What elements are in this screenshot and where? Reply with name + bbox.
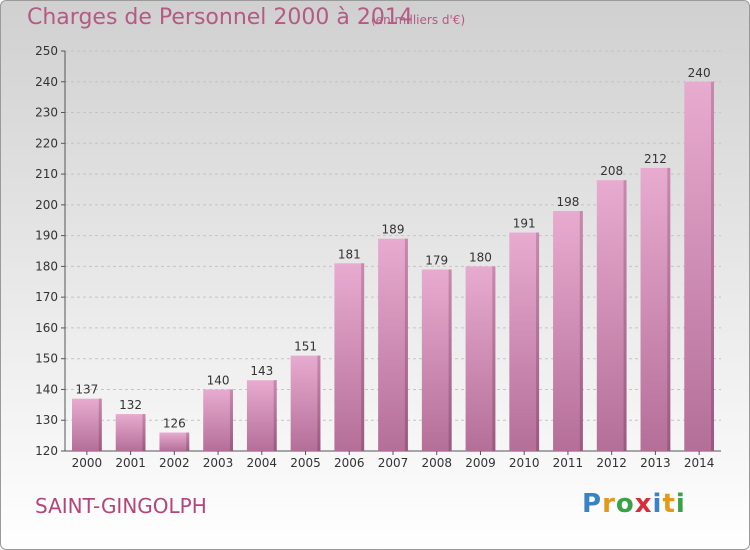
x-tick-label: 2000 <box>72 456 103 470</box>
bar <box>684 81 715 452</box>
bar <box>465 266 496 451</box>
bar-value-label: 180 <box>469 250 492 264</box>
x-tick-label: 2001 <box>115 456 146 470</box>
bar <box>596 180 627 451</box>
x-tick-label: 2013 <box>640 456 671 470</box>
bar <box>71 398 102 451</box>
y-tick-label: 210 <box>35 167 58 181</box>
bar-edge <box>623 180 627 451</box>
x-tick-label: 2009 <box>465 456 496 470</box>
bar <box>421 269 452 451</box>
x-tick-label: 2011 <box>553 456 584 470</box>
bar-value-label: 179 <box>425 253 448 267</box>
y-tick-label: 240 <box>35 75 58 89</box>
bar <box>159 432 190 451</box>
bar <box>378 238 408 451</box>
bar-value-label: 240 <box>688 66 711 80</box>
bar-edge <box>448 269 452 451</box>
bar-value-label: 198 <box>556 195 579 209</box>
y-tick-label: 130 <box>35 413 58 427</box>
x-tick-label: 2010 <box>509 456 540 470</box>
bar <box>509 232 540 451</box>
bar <box>334 263 365 451</box>
bar-value-label: 126 <box>163 417 186 431</box>
y-tick-label: 250 <box>35 44 58 58</box>
bar-edge <box>273 380 277 451</box>
bar-edge <box>536 232 540 451</box>
bar-value-label: 137 <box>75 383 98 397</box>
x-tick-label: 2003 <box>203 456 234 470</box>
bar-value-label: 181 <box>338 247 361 261</box>
y-tick-label: 180 <box>35 259 58 273</box>
y-tick-label: 170 <box>35 290 58 304</box>
bar-value-label: 140 <box>207 373 230 387</box>
y-tick-label: 140 <box>35 382 58 396</box>
y-tick-label: 190 <box>35 229 58 243</box>
x-tick-label: 2012 <box>596 456 627 470</box>
y-tick-label: 200 <box>35 198 58 212</box>
x-tick-label: 2014 <box>684 456 715 470</box>
bar-value-label: 208 <box>600 164 623 178</box>
bar-value-label: 143 <box>250 364 273 378</box>
bar-edge <box>142 414 146 451</box>
y-tick-label: 160 <box>35 321 58 335</box>
proxiti-logo: Proxiti <box>582 489 686 519</box>
bar-edge <box>492 266 496 451</box>
bar-edge <box>186 432 190 451</box>
chart-title: Charges de Personnel 2000 à 2014 <box>27 5 413 30</box>
commune-name: SAINT-GINGOLPH <box>35 494 207 518</box>
bar-value-label: 191 <box>513 217 536 231</box>
bar-edge <box>711 81 715 452</box>
y-tick-label: 230 <box>35 106 58 120</box>
bar-edge <box>361 263 365 451</box>
bar-edge <box>317 355 321 451</box>
bar <box>203 389 233 451</box>
bar <box>553 211 583 451</box>
bar-value-label: 132 <box>119 398 142 412</box>
chart-subtitle: (en milliers d'€) <box>371 13 466 27</box>
bar-edge <box>579 211 583 451</box>
bar <box>290 355 321 451</box>
x-tick-label: 2007 <box>378 456 409 470</box>
bar <box>246 380 277 451</box>
x-tick-label: 2002 <box>159 456 190 470</box>
x-tick-label: 2005 <box>290 456 321 470</box>
bar <box>115 414 146 451</box>
bar-value-label: 212 <box>644 152 667 166</box>
x-tick-label: 2008 <box>421 456 452 470</box>
bar-value-label: 151 <box>294 340 317 354</box>
bar-edge <box>667 167 671 451</box>
x-tick-label: 2006 <box>334 456 365 470</box>
y-tick-label: 220 <box>35 136 58 150</box>
y-tick-label: 120 <box>35 444 58 458</box>
x-tick-label: 2004 <box>247 456 278 470</box>
bar-edge <box>98 398 102 451</box>
bar-edge <box>404 238 408 451</box>
bar-edge <box>229 389 233 451</box>
bar <box>640 167 671 451</box>
y-tick-label: 150 <box>35 352 58 366</box>
bar-value-label: 189 <box>382 223 405 237</box>
